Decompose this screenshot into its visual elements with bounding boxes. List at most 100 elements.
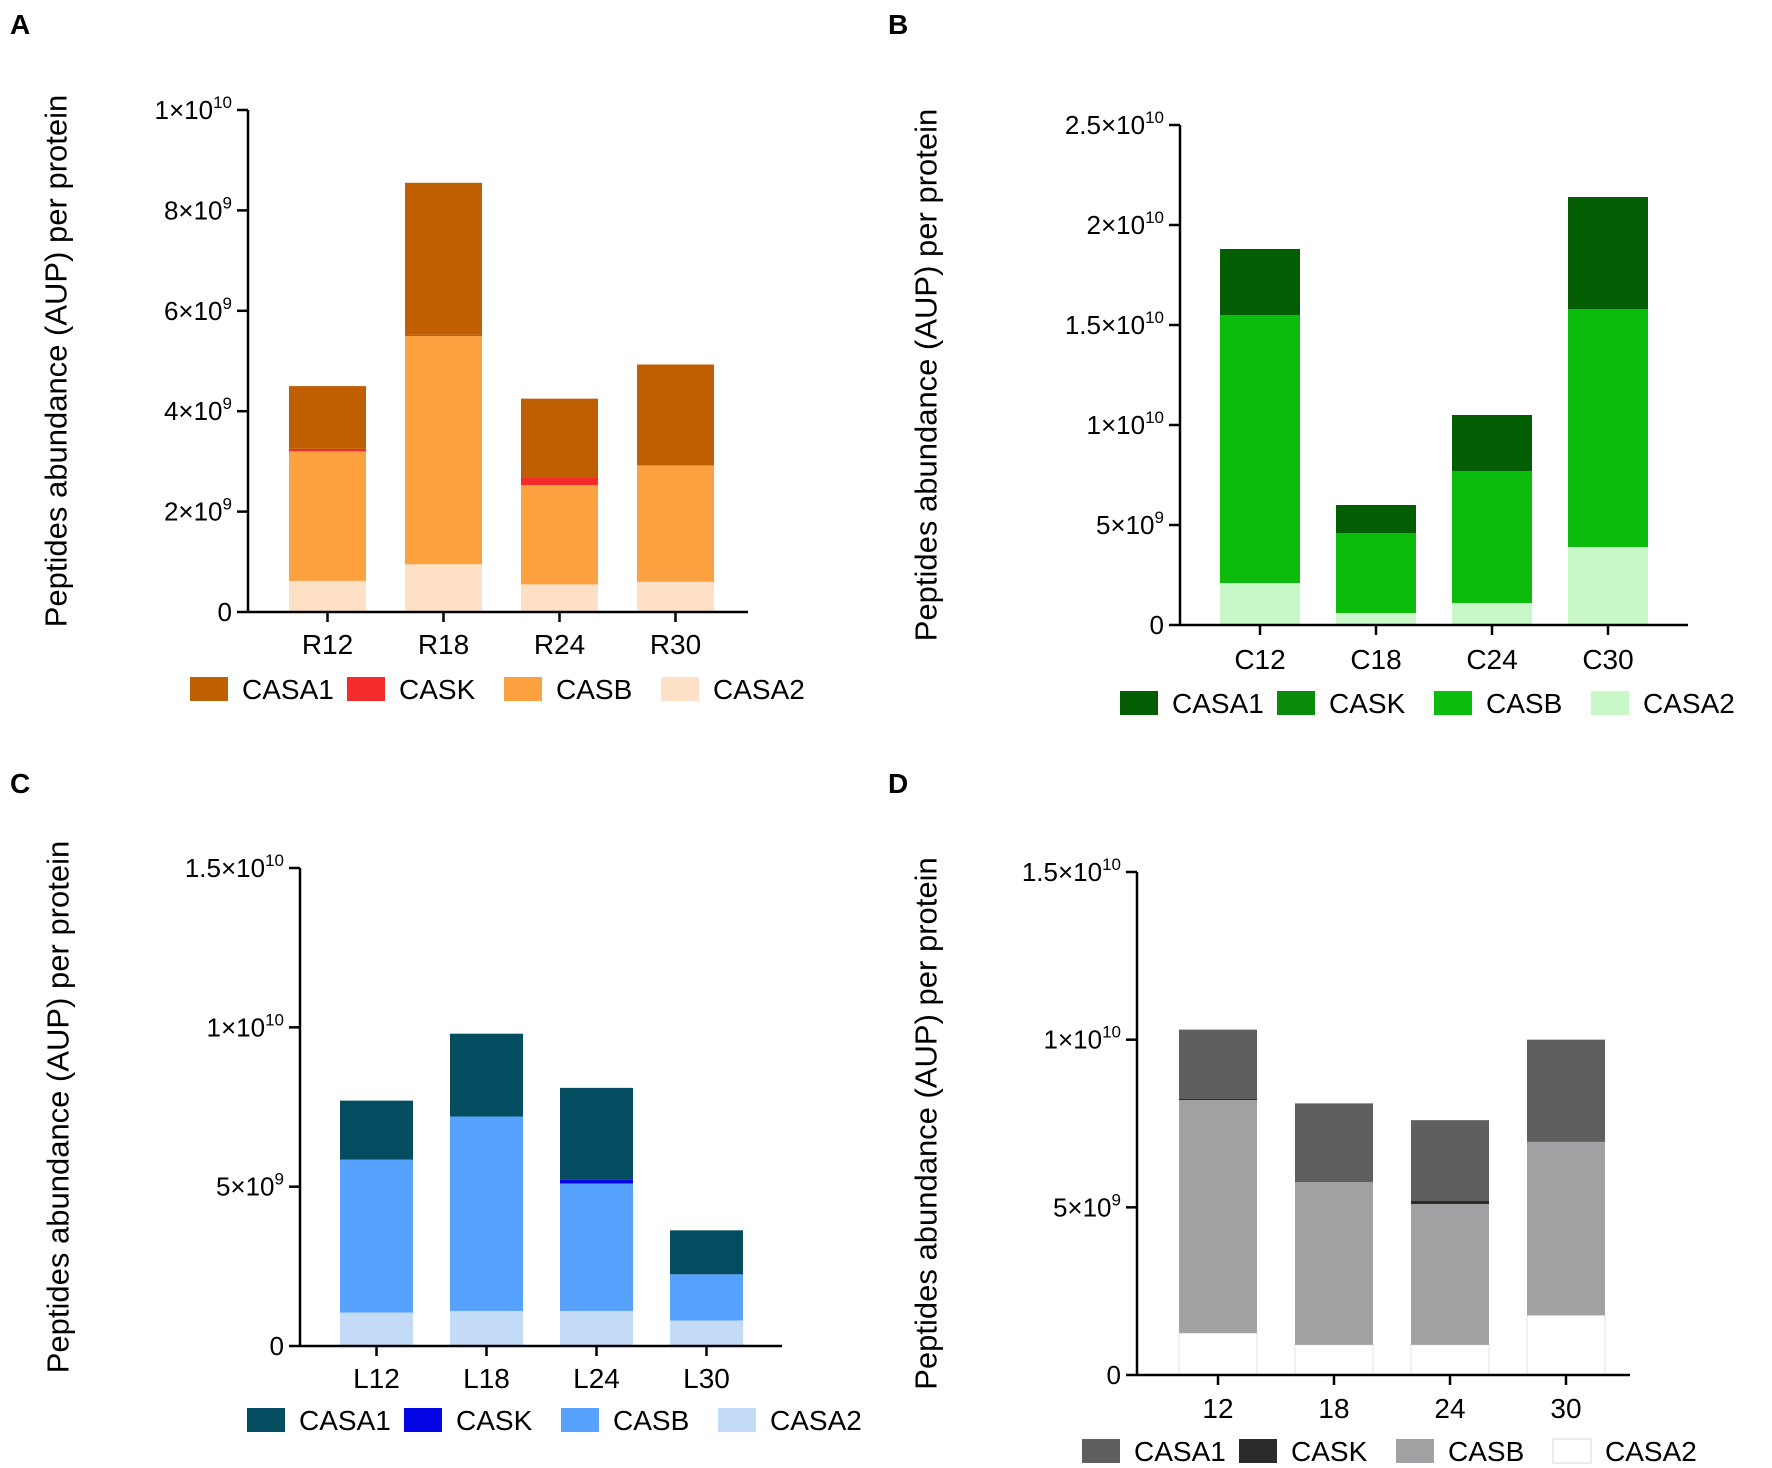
x-tick-label: C12 bbox=[1234, 644, 1285, 675]
chart-panel-d: D 12 18 24 30 0 5×109 1×1010 1.5×1010 Peptides ab… bbox=[888, 768, 1697, 1467]
bar-l30-casb bbox=[670, 1274, 743, 1321]
bar-c24-casb bbox=[1452, 471, 1532, 603]
y-axis-title: Peptides abundance (AUP) per protein bbox=[41, 841, 76, 1374]
bar-r18-casb bbox=[405, 335, 482, 565]
legend-label-casb: CASB bbox=[613, 1405, 689, 1436]
bar-r12-casb bbox=[289, 451, 366, 581]
bar-18-casa1 bbox=[1295, 1103, 1373, 1183]
bar-r12-cask bbox=[289, 448, 366, 452]
bar-30-casa1 bbox=[1527, 1039, 1605, 1142]
bar-r24-casb bbox=[521, 484, 598, 585]
bar-l24-casa2 bbox=[560, 1310, 633, 1346]
bar-12-casa2 bbox=[1178, 1332, 1258, 1376]
legend-label-casa1: CASA1 bbox=[1172, 688, 1264, 719]
y-tick-label: 8×109 bbox=[164, 193, 232, 225]
bar-30-casb bbox=[1527, 1141, 1605, 1316]
y-tick-label: 1×1010 bbox=[207, 1010, 285, 1042]
legend-label-casa2: CASA2 bbox=[713, 674, 805, 705]
y-tick-label: 6×109 bbox=[164, 294, 232, 326]
y-tick-label: 1.5×1010 bbox=[185, 851, 284, 883]
legend-swatch-casa1 bbox=[190, 677, 228, 701]
x-tick-label: R12 bbox=[302, 629, 353, 660]
panel-letter: B bbox=[888, 9, 908, 40]
x-tick-label: R30 bbox=[650, 629, 701, 660]
legend-swatch-casa2 bbox=[661, 677, 699, 701]
bar-l24-casb bbox=[560, 1183, 633, 1311]
bar-r18-casa2 bbox=[405, 564, 482, 612]
bar-c18-casa2 bbox=[1336, 613, 1416, 625]
panel-letter: D bbox=[888, 768, 908, 799]
bar-c12-casa2 bbox=[1220, 583, 1300, 625]
y-tick-label: 5×109 bbox=[216, 1170, 284, 1202]
x-tick-label: L24 bbox=[573, 1363, 620, 1394]
bar-l18-casa2 bbox=[450, 1310, 523, 1346]
x-tick-label: R24 bbox=[534, 629, 585, 660]
y-tick-label: 1×1010 bbox=[1044, 1023, 1122, 1055]
bar-c12-casa1 bbox=[1220, 249, 1300, 315]
legend-swatch-casa2 bbox=[718, 1408, 756, 1432]
chart-panel-b: B C12 C18 C24 C30 0 5×109 1×1010 1.5×1010 2×1010 2… bbox=[888, 9, 1735, 719]
bar-l18-casb bbox=[450, 1116, 523, 1311]
bar-r12-casa1 bbox=[289, 386, 366, 449]
legend-swatch-casa1 bbox=[247, 1408, 285, 1432]
legend-swatch-cask bbox=[347, 677, 385, 701]
bar-c24-casa1 bbox=[1452, 415, 1532, 471]
x-tick-label: L12 bbox=[353, 1363, 400, 1394]
legend-swatch-casb bbox=[504, 677, 542, 701]
bar-18-casa2 bbox=[1294, 1344, 1374, 1376]
legend-swatch-cask bbox=[1239, 1439, 1277, 1463]
y-tick-label: 1.5×1010 bbox=[1022, 855, 1121, 887]
bar-l12-casa2 bbox=[340, 1312, 413, 1346]
chart-panel-c: C L12 L18 L24 L30 0 5×109 1×1010 1.5×1010 Peptide… bbox=[10, 768, 862, 1436]
legend-swatch-casb bbox=[561, 1408, 599, 1432]
bar-24-casa2 bbox=[1410, 1344, 1490, 1376]
bar-c30-casb bbox=[1568, 309, 1648, 547]
legend-label-cask: CASK bbox=[456, 1405, 533, 1436]
legend-label-casb: CASB bbox=[556, 674, 632, 705]
bar-l12-casa1 bbox=[340, 1100, 413, 1160]
bar-c18-casb bbox=[1336, 533, 1416, 613]
y-tick-label: 1.5×1010 bbox=[1065, 308, 1164, 340]
x-tick-label: C30 bbox=[1582, 644, 1633, 675]
bar-r18-cask bbox=[405, 334, 482, 336]
bar-c18-casa1 bbox=[1336, 505, 1416, 533]
bar-c30-casa2 bbox=[1568, 547, 1648, 625]
x-tick-label: 18 bbox=[1318, 1393, 1349, 1424]
bar-24-casb bbox=[1411, 1203, 1489, 1345]
y-tick-label: 0 bbox=[1107, 1360, 1121, 1390]
y-axis-title: Peptides abundance (AUP) per protein bbox=[909, 857, 944, 1390]
y-tick-label: 0 bbox=[218, 597, 232, 627]
bar-r30-casa1 bbox=[637, 364, 714, 466]
x-tick-label: L30 bbox=[683, 1363, 730, 1394]
y-tick-label: 0 bbox=[1150, 610, 1164, 640]
bar-18-casb bbox=[1295, 1182, 1373, 1345]
panel-letter: C bbox=[10, 768, 30, 799]
legend-swatch-casa2 bbox=[1552, 1438, 1592, 1464]
bar-r30-casa2 bbox=[637, 581, 714, 612]
legend-label-casa2: CASA2 bbox=[770, 1405, 862, 1436]
legend-swatch-cask bbox=[404, 1408, 442, 1432]
bar-l24-cask bbox=[560, 1179, 633, 1184]
bar-c30-casa1 bbox=[1568, 197, 1648, 309]
y-tick-label: 5×109 bbox=[1053, 1190, 1121, 1222]
chart-panel-a: A R12 R18 R24 R30 0 2×109 4×109 6×109 8×109 1×1010… bbox=[10, 9, 805, 705]
x-tick-label: C24 bbox=[1466, 644, 1517, 675]
legend-label-cask: CASK bbox=[399, 674, 476, 705]
y-tick-label: 2×1010 bbox=[1087, 208, 1165, 240]
legend-label-casb: CASB bbox=[1486, 688, 1562, 719]
bar-12-casa1 bbox=[1179, 1029, 1257, 1100]
y-tick-label: 1×1010 bbox=[1087, 408, 1165, 440]
legend-label-casa2: CASA2 bbox=[1605, 1436, 1697, 1467]
legend-swatch-cask bbox=[1277, 691, 1315, 715]
legend-swatch-casa2 bbox=[1591, 691, 1629, 715]
y-axis-title: Peptides abundance (AUP) per protein bbox=[39, 95, 74, 628]
bar-24-cask bbox=[1411, 1200, 1489, 1204]
bar-r24-casa2 bbox=[521, 584, 598, 612]
y-tick-label: 2.5×1010 bbox=[1065, 108, 1164, 140]
x-tick-label: C18 bbox=[1350, 644, 1401, 675]
x-tick-label: R18 bbox=[418, 629, 469, 660]
bar-l30-casa2 bbox=[670, 1320, 743, 1346]
panel-letter: A bbox=[10, 9, 30, 40]
y-axis-title: Peptides abundance (AUP) per protein bbox=[909, 109, 944, 642]
